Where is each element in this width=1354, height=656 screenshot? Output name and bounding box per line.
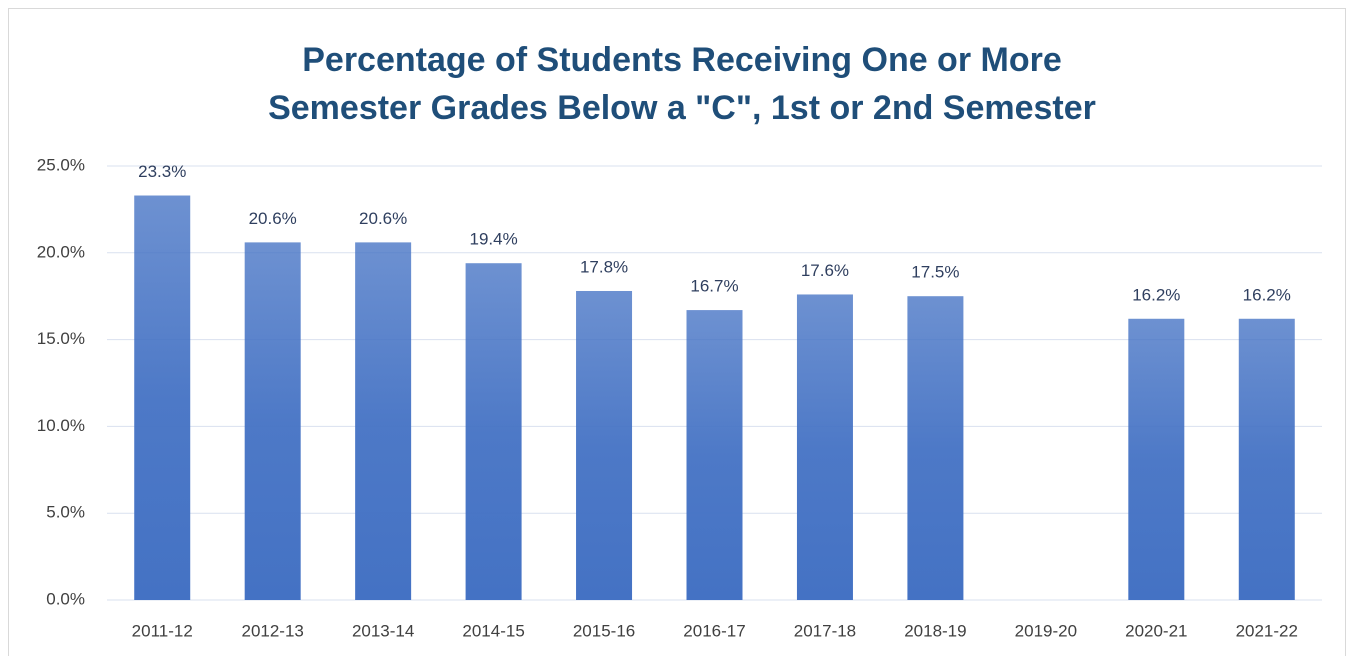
chart-title: Semester Grades Below a "C", 1st or 2nd … [268, 89, 1096, 127]
y-tick-label: 5.0% [46, 503, 85, 522]
bar [244, 242, 301, 600]
x-tick-label: 2012-13 [241, 621, 303, 640]
bar [134, 195, 191, 600]
data-label: 17.6% [801, 261, 849, 280]
bar [1128, 318, 1185, 600]
x-tick-label: 2018-19 [904, 621, 966, 640]
chart-title: Percentage of Students Receiving One or … [302, 41, 1062, 79]
y-tick-label: 20.0% [37, 242, 85, 261]
bar [355, 242, 412, 600]
x-tick-label: 2017-18 [794, 621, 856, 640]
bar [576, 290, 633, 600]
x-tick-label: 2016-17 [683, 621, 745, 640]
x-tick-label: 2019-20 [1015, 621, 1077, 640]
x-tick-label: 2013-14 [352, 621, 414, 640]
y-tick-label: 10.0% [37, 416, 85, 435]
data-label: 23.3% [138, 162, 186, 181]
bar [796, 294, 853, 600]
y-tick-label: 25.0% [37, 155, 85, 174]
data-label: 19.4% [469, 230, 517, 249]
data-label: 20.6% [359, 209, 407, 228]
chart-frame [8, 8, 1346, 656]
x-tick-label: 2021-22 [1236, 621, 1298, 640]
bar [1238, 318, 1295, 600]
x-tick-label: 2015-16 [573, 621, 635, 640]
bar [907, 296, 964, 600]
y-tick-label: 15.0% [37, 329, 85, 348]
bar [686, 310, 743, 600]
data-label: 16.7% [690, 277, 738, 296]
bar [465, 263, 522, 600]
data-label: 16.2% [1132, 285, 1180, 304]
data-label: 16.2% [1243, 285, 1291, 304]
data-label: 17.8% [580, 257, 628, 276]
x-tick-label: 2020-21 [1125, 621, 1187, 640]
y-tick-label: 0.0% [46, 589, 85, 608]
x-tick-label: 2014-15 [462, 621, 524, 640]
data-label: 17.5% [911, 263, 959, 282]
data-label: 20.6% [249, 209, 297, 228]
x-tick-label: 2011-12 [132, 621, 193, 640]
